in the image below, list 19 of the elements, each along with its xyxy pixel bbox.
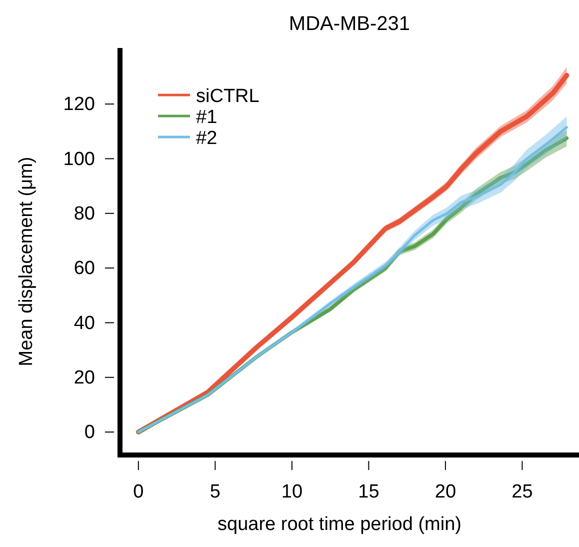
y-tick-label: 0 bbox=[84, 422, 95, 444]
legend-label: siCTRL bbox=[196, 86, 260, 107]
y-tick-label: 100 bbox=[63, 148, 95, 170]
x-tick-label: 25 bbox=[512, 481, 533, 502]
x-tick-label: 10 bbox=[281, 481, 303, 502]
legend-label: #2 bbox=[196, 128, 218, 149]
legend-label: #1 bbox=[196, 107, 218, 128]
x-tick-label: 5 bbox=[210, 481, 220, 502]
y-tick-label: 120 bbox=[63, 94, 95, 116]
x-tick-label: 15 bbox=[358, 481, 380, 502]
y-tick-label: 80 bbox=[74, 203, 95, 224]
y-tick-label: 20 bbox=[74, 367, 95, 388]
y-tick-label: 60 bbox=[74, 258, 95, 280]
y-axis-title: Mean displacement (μm) bbox=[16, 156, 37, 366]
x-axis-title: square root time period (min) bbox=[218, 514, 462, 535]
x-tick-label: 20 bbox=[434, 481, 456, 502]
y-tick-label: 40 bbox=[74, 312, 95, 334]
chart-title: MDA-MB-231 bbox=[288, 13, 410, 35]
x-tick-label: 0 bbox=[133, 481, 144, 502]
